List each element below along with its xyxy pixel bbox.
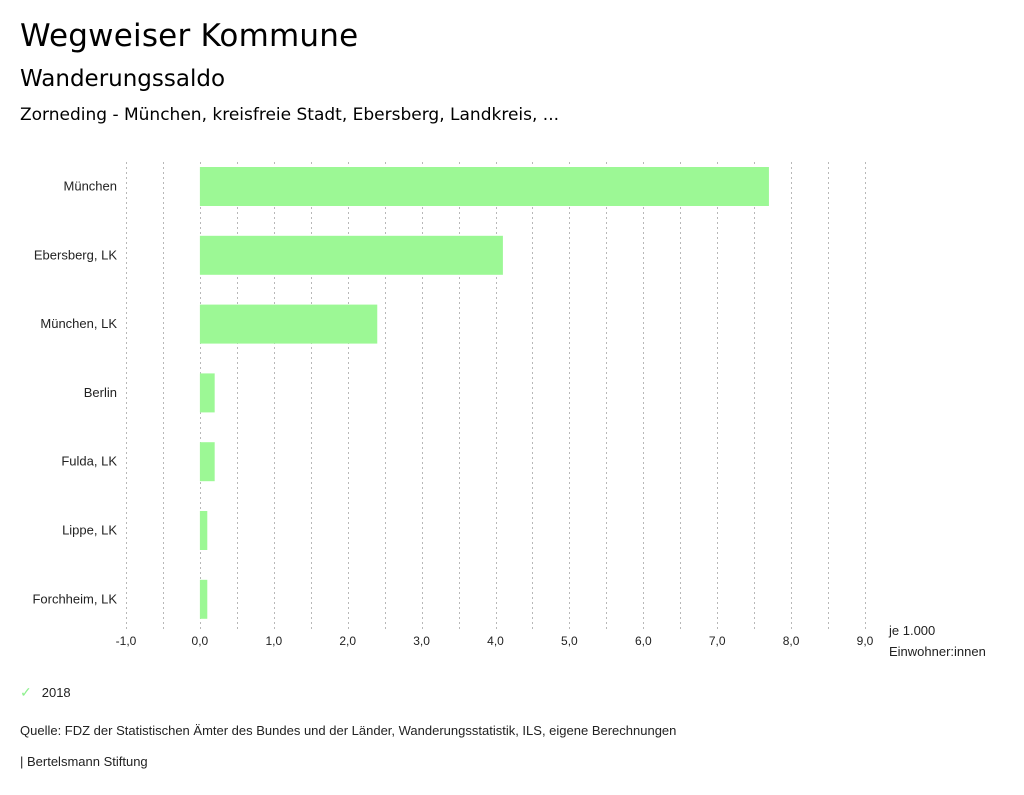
x-tick-label: 9,0 [857, 634, 874, 648]
bar-chart: München Ebersberg, LK München, LK Berlin Ful… [32, 162, 986, 659]
x-tick-label: 4,0 [487, 634, 504, 648]
bar[interactable] [199, 442, 215, 482]
x-axis-unit-line: je 1.000 [888, 623, 935, 638]
x-axis-unit-label: je 1.000 Einwohner:innen [888, 623, 986, 659]
x-tick-label: 7,0 [709, 634, 726, 648]
grid-lines [126, 162, 866, 630]
x-tick-label: 1,0 [265, 634, 282, 648]
x-tick-label: 5,0 [561, 634, 578, 648]
category-label: Forchheim, LK [32, 591, 117, 606]
legend-label-2018: 2018 [41, 685, 71, 700]
legend[interactable]: ✓ 2018 [20, 684, 71, 701]
x-tick-label: 2,0 [339, 634, 356, 648]
bar[interactable] [199, 373, 215, 413]
bar[interactable] [199, 579, 208, 619]
x-tick-label: 0,0 [192, 634, 209, 648]
brand-note: | Bertelsmann Stiftung [20, 754, 148, 769]
chart-subtitle: Wanderungssaldo [20, 66, 226, 92]
bar[interactable] [199, 235, 503, 275]
category-label: Lippe, LK [62, 523, 117, 538]
x-tick-label: 6,0 [635, 634, 652, 648]
category-labels: München Ebersberg, LK München, LK Berlin Ful… [32, 179, 117, 607]
x-tick-label: -1,0 [116, 634, 137, 648]
category-label: München, LK [40, 316, 117, 331]
x-axis-unit-line: Einwohner:innen [889, 644, 986, 659]
category-label: Ebersberg, LK [34, 247, 117, 262]
bar[interactable] [199, 167, 769, 206]
category-label: Berlin [84, 385, 117, 400]
category-label: München [64, 179, 117, 194]
bar[interactable] [199, 304, 378, 344]
x-tick-labels: -1,0 0,0 1,0 2,0 3,0 4,0 5,0 6,0 7,0 8,0 9,0 [116, 634, 874, 648]
check-icon: ✓ [20, 684, 32, 700]
bar[interactable] [199, 511, 208, 550]
source-note: Quelle: FDZ der Statistischen Ämter des … [20, 723, 677, 738]
bars [199, 167, 769, 619]
x-tick-label: 3,0 [413, 634, 430, 648]
region-label: Zorneding - München, kreisfreie Stadt, E… [20, 105, 560, 125]
page-title: Wegweiser Kommune [20, 18, 359, 54]
category-label: Fulda, LK [61, 454, 117, 469]
x-tick-label: 8,0 [783, 634, 800, 648]
